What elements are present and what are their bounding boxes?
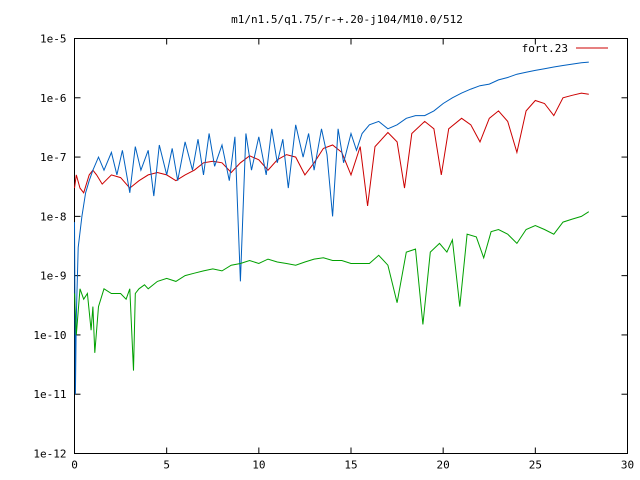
series-line-1 (74, 92, 589, 206)
y-tick-label: 1e-9 (40, 270, 67, 283)
x-tick-label: 25 (529, 459, 542, 472)
axis-ticks: 0 5 10 15 20 25 30 1e-12 1e-11 1e-10 1e-9 1e-8 1e-7 1… (33, 33, 634, 472)
series-line-3 (74, 211, 590, 371)
y-tick-label: 1e-6 (40, 92, 67, 105)
x-tick-label: 0 (71, 459, 78, 472)
y-tick-label: 1e-7 (40, 151, 67, 164)
y-tick-label: 1e-12 (33, 448, 66, 461)
plot-frame (74, 38, 628, 454)
legend: fort.23 (522, 42, 608, 55)
y-tick-label: 1e-8 (40, 210, 67, 223)
y-tick-label: 1e-10 (33, 329, 66, 342)
legend-label: fort.23 (522, 42, 568, 55)
series-line-2 (74, 61, 589, 395)
x-tick-label: 10 (252, 459, 265, 472)
x-tick-label: 15 (344, 459, 357, 472)
y-tick-label: 1e-5 (40, 33, 67, 46)
x-tick-label: 5 (163, 459, 170, 472)
series-lines (74, 61, 590, 395)
chart-title: m1/n1.5/q1.75/r-+.20-j104/M10.0/512 (231, 13, 463, 26)
x-tick-label: 30 (621, 459, 634, 472)
y-tick-label: 1e-11 (33, 388, 66, 401)
x-tick-label: 20 (437, 459, 450, 472)
